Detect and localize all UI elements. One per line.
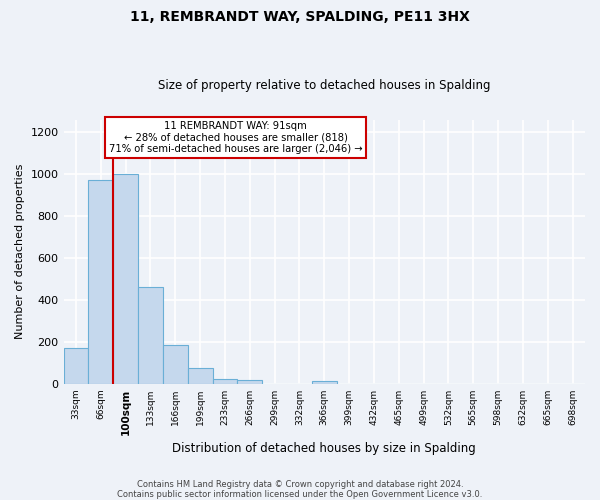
- Bar: [312, 381, 337, 384]
- Bar: [188, 368, 212, 384]
- Bar: [88, 180, 113, 384]
- Y-axis label: Number of detached properties: Number of detached properties: [15, 164, 25, 340]
- Text: 11 REMBRANDT WAY: 91sqm
← 28% of detached houses are smaller (818)
71% of semi-d: 11 REMBRANDT WAY: 91sqm ← 28% of detache…: [109, 121, 362, 154]
- Bar: [163, 345, 188, 384]
- Text: Contains HM Land Registry data © Crown copyright and database right 2024.: Contains HM Land Registry data © Crown c…: [137, 480, 463, 489]
- Text: 11, REMBRANDT WAY, SPALDING, PE11 3HX: 11, REMBRANDT WAY, SPALDING, PE11 3HX: [130, 10, 470, 24]
- Bar: [238, 380, 262, 384]
- Bar: [138, 288, 163, 384]
- Title: Size of property relative to detached houses in Spalding: Size of property relative to detached ho…: [158, 79, 491, 92]
- Bar: [212, 378, 238, 384]
- X-axis label: Distribution of detached houses by size in Spalding: Distribution of detached houses by size …: [172, 442, 476, 455]
- Bar: [113, 174, 138, 384]
- Bar: [64, 348, 88, 384]
- Text: Contains public sector information licensed under the Open Government Licence v3: Contains public sector information licen…: [118, 490, 482, 499]
